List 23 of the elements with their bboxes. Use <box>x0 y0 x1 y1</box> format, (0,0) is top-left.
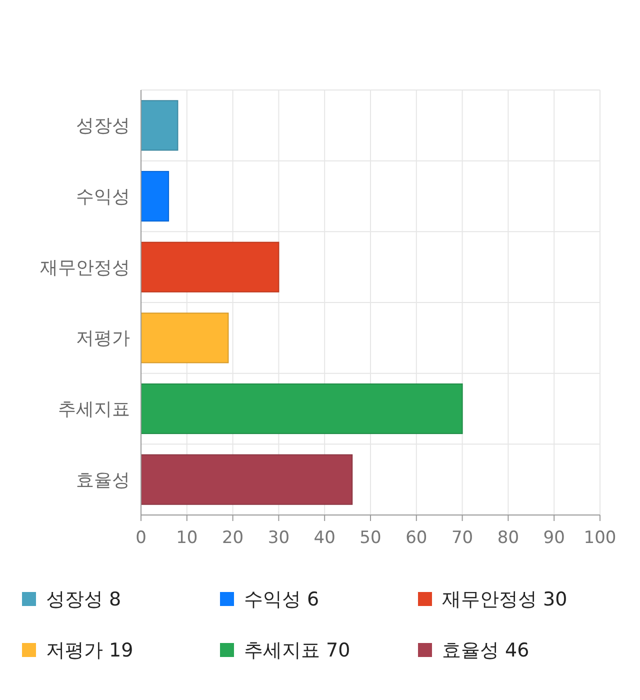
legend-label: 성장성 8 <box>46 588 122 611</box>
x-tick-label: 20 <box>222 528 244 548</box>
x-tick-label: 80 <box>497 528 520 548</box>
legend-label: 수익성 6 <box>244 588 320 611</box>
x-tick-label: 30 <box>268 528 290 548</box>
x-tick-label: 50 <box>360 528 382 548</box>
legend-label: 저평가 19 <box>46 640 134 662</box>
y-tick-label: 성장성 <box>76 116 130 137</box>
x-tick-label: 70 <box>451 528 474 548</box>
x-tick-label: 40 <box>314 528 336 548</box>
legend-label: 추세지표 70 <box>244 640 350 662</box>
y-tick-label: 효율성 <box>76 470 130 491</box>
x-tick-label: 90 <box>543 528 565 548</box>
x-tick-label: 100 <box>584 528 616 548</box>
y-tick-label: 추세지표 <box>58 399 130 420</box>
legend-label: 재무안정성 30 <box>442 588 568 611</box>
x-tick-label: 10 <box>176 528 198 548</box>
y-tick-label: 수익성 <box>76 186 130 208</box>
x-tick-label: 60 <box>406 528 428 548</box>
y-tick-label: 재무안정성 <box>40 257 130 278</box>
x-tick-label: 0 <box>136 528 146 548</box>
legend-label: 효율성 46 <box>442 640 530 662</box>
y-tick-label: 저평가 <box>76 328 130 350</box>
